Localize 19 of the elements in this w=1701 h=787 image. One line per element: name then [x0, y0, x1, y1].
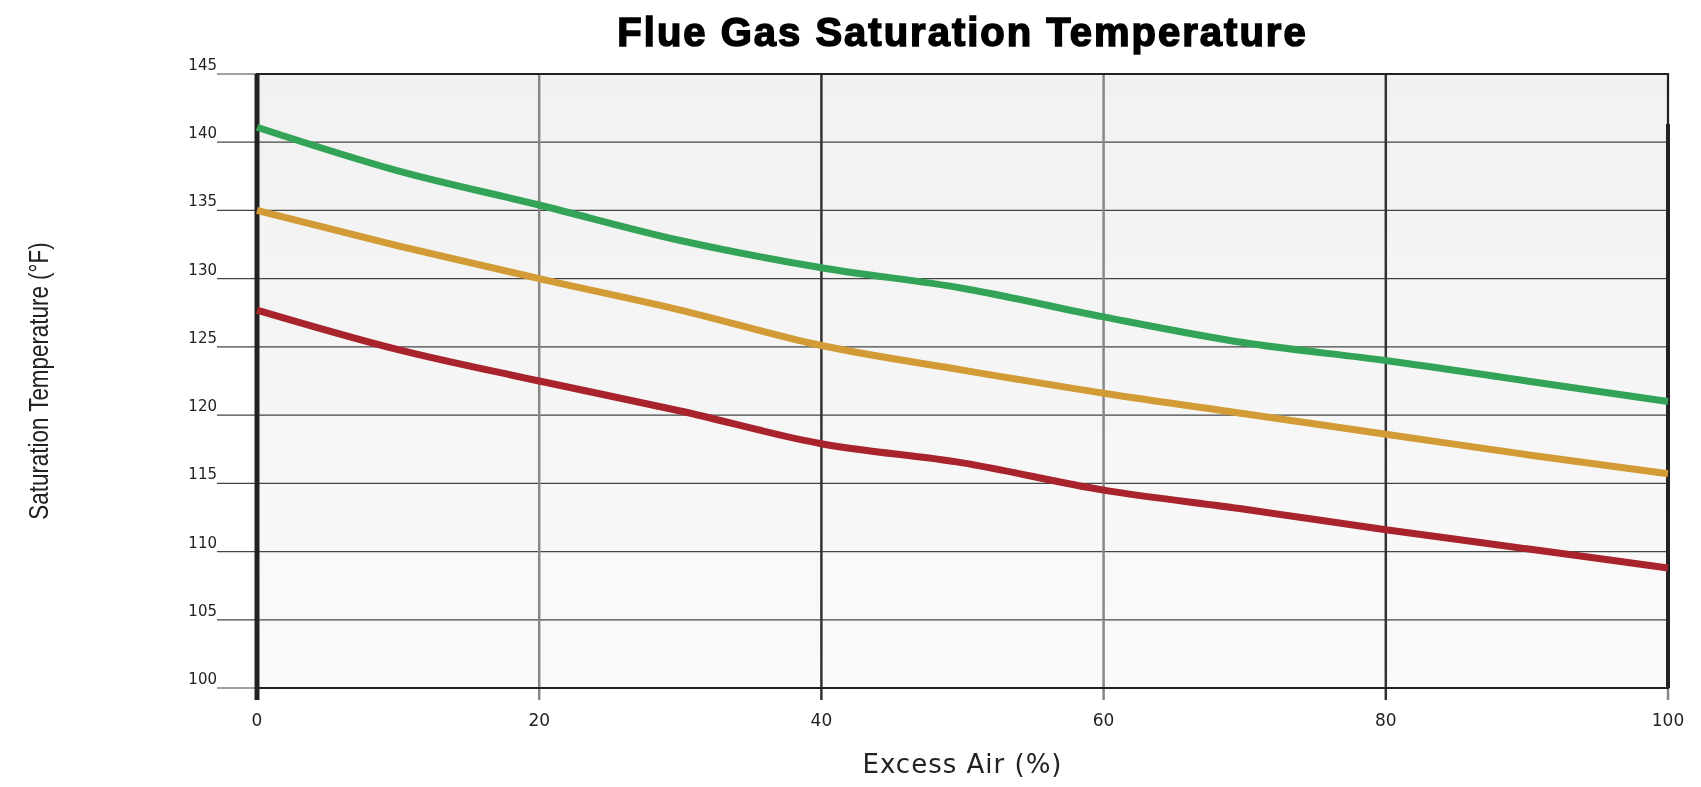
x-tick-label: 100	[1651, 710, 1685, 730]
y-tick-label: 135	[188, 192, 217, 211]
y-tick-label: 140	[188, 124, 217, 143]
y-tick-label: 125	[188, 328, 217, 347]
y-tick-label: 115	[188, 465, 217, 484]
y-tick-label: 100	[188, 670, 217, 688]
y-tick-label: 145	[188, 56, 217, 74]
x-tick-label: 40	[810, 710, 833, 730]
chart-title: Flue Gas Saturation Temperature	[617, 10, 1308, 54]
y-tick-label: 105	[188, 601, 217, 620]
x-tick-label: 80	[1374, 710, 1397, 730]
x-axis-title: Excess Air (%)	[862, 749, 1063, 779]
y-axis-title: Saturation Temperature (°F)	[22, 242, 54, 520]
y-tick-label: 110	[188, 533, 217, 552]
y-tick-label: 120	[188, 397, 217, 416]
x-tick-label: 60	[1092, 710, 1115, 730]
x-tick-label: 20	[528, 710, 551, 730]
x-tick-label: 0	[251, 710, 263, 730]
y-tick-label: 130	[188, 260, 217, 279]
